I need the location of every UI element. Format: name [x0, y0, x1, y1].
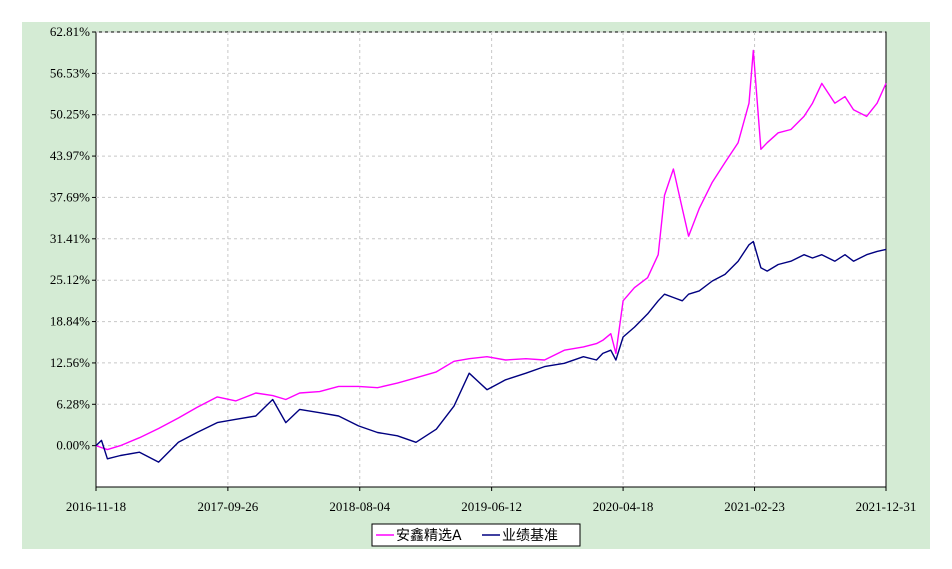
- x-tick-label: 2021-02-23: [724, 499, 785, 514]
- y-tick-label: 50.25%: [50, 107, 90, 122]
- grid-lines: [96, 31, 886, 487]
- legend-box: [371, 523, 581, 547]
- x-tick-label: 2018-08-04: [329, 499, 390, 514]
- legend-label-series-2: 业绩基准: [502, 527, 558, 544]
- y-tick-label: 25.12%: [50, 272, 90, 287]
- series-lines: [95, 49, 887, 463]
- y-tick-label: 62.81%: [50, 24, 90, 39]
- y-tick-label: 43.97%: [50, 148, 90, 163]
- y-tick-label: 18.84%: [50, 314, 90, 329]
- x-tick-label: 2020-04-18: [593, 499, 654, 514]
- series-line-1: [95, 49, 887, 451]
- series-line-2: [95, 240, 887, 463]
- y-tick-label: 31.41%: [50, 231, 90, 246]
- y-tick-label: 12.56%: [50, 355, 90, 370]
- x-tick-label: 2016-11-18: [66, 499, 126, 514]
- legend-label-series-1: 安鑫精选A: [396, 527, 462, 544]
- axis-ticks: 62.81% 56.53% 50.25% 43.97% 37.69% 31.41% 25.1…: [50, 24, 916, 514]
- y-tick-label: 6.28%: [56, 396, 90, 411]
- legend: 安鑫精选A 业绩基准: [371, 523, 581, 547]
- plot-area: [95, 31, 887, 488]
- y-tick-label: 37.69%: [50, 189, 90, 204]
- y-tick-label: 56.53%: [50, 65, 90, 80]
- x-tick-label: 2021-12-31: [856, 499, 917, 514]
- x-tick-label: 2017-09-26: [198, 499, 259, 514]
- y-tick-label: 0.00%: [56, 438, 90, 453]
- x-tick-label: 2019-06-12: [461, 499, 522, 514]
